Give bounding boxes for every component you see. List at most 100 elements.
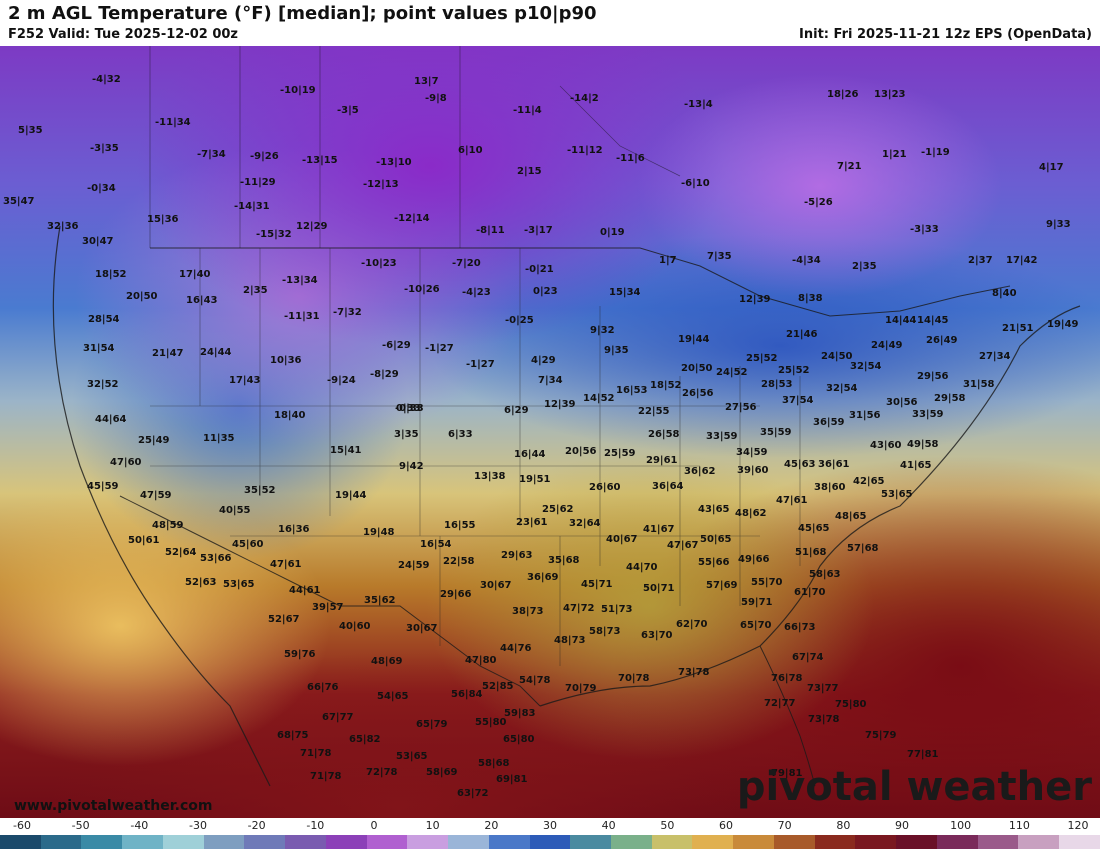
point-value: 24|59 bbox=[398, 560, 430, 571]
point-value: 65|70 bbox=[740, 620, 772, 631]
point-value: 25|62 bbox=[542, 504, 574, 515]
point-value: 35|52 bbox=[244, 485, 276, 496]
colorbar-segment bbox=[122, 835, 163, 849]
point-value: 2|35 bbox=[852, 261, 877, 272]
point-value: 50|71 bbox=[643, 583, 675, 594]
point-value: -0|34 bbox=[87, 183, 116, 194]
point-value: 45|60 bbox=[232, 539, 264, 550]
colorbar-segment bbox=[733, 835, 774, 849]
point-value: 20|56 bbox=[565, 446, 597, 457]
point-value: -14|31 bbox=[234, 201, 270, 212]
colorbar-segment bbox=[285, 835, 326, 849]
scale-tick-label: -40 bbox=[130, 819, 149, 832]
point-value: 66|76 bbox=[307, 682, 339, 693]
point-value: 36|59 bbox=[813, 417, 845, 428]
colorbar-segment bbox=[692, 835, 734, 849]
point-value: 1|7 bbox=[659, 255, 677, 266]
point-value: 42|65 bbox=[853, 476, 885, 487]
point-value: -8|11 bbox=[476, 225, 505, 236]
colorbar-segment bbox=[855, 835, 897, 849]
point-value: 30|56 bbox=[886, 397, 918, 408]
state-borders bbox=[150, 248, 801, 666]
point-value: 16|54 bbox=[420, 539, 452, 550]
point-value: 30|47 bbox=[82, 236, 114, 247]
point-value: 7|35 bbox=[707, 251, 732, 262]
point-value: 13|7 bbox=[414, 76, 439, 87]
colorbar-segment bbox=[611, 835, 652, 849]
scale-tick-label: 20 bbox=[484, 819, 499, 832]
scale-tick-label: 60 bbox=[719, 819, 733, 832]
point-value: 70|79 bbox=[565, 683, 597, 694]
point-value: 30|67 bbox=[480, 580, 512, 591]
colorbar-segment bbox=[977, 835, 1019, 849]
point-value: 73|78 bbox=[808, 714, 840, 725]
point-value: 35|59 bbox=[760, 427, 792, 438]
point-value: 41|67 bbox=[643, 524, 675, 535]
scale-tick-label: 90 bbox=[895, 819, 909, 832]
point-value: 29|58 bbox=[934, 393, 966, 404]
point-value: 21|46 bbox=[786, 329, 818, 340]
point-value: 21|51 bbox=[1002, 323, 1034, 334]
point-value: 47|67 bbox=[667, 540, 699, 551]
point-value: 52|63 bbox=[185, 577, 217, 588]
point-value: 48|65 bbox=[835, 511, 867, 522]
point-value: 31|56 bbox=[849, 410, 881, 421]
point-value: -13|15 bbox=[302, 155, 338, 166]
point-value: -9|24 bbox=[327, 375, 356, 386]
point-value: 28|53 bbox=[761, 379, 793, 390]
point-value: -10|19 bbox=[280, 85, 316, 96]
scale-tick-label: 40 bbox=[601, 819, 616, 832]
point-value: -1|19 bbox=[921, 147, 950, 158]
point-value: -11|29 bbox=[240, 177, 276, 188]
point-value: -4|23 bbox=[462, 287, 491, 298]
point-value: 31|58 bbox=[963, 379, 995, 390]
point-value: 59|76 bbox=[284, 649, 316, 660]
point-value: 6|29 bbox=[504, 405, 529, 416]
point-value: 9|32 bbox=[590, 325, 615, 336]
point-value: 35|62 bbox=[364, 595, 396, 606]
point-value: 14|44 bbox=[885, 315, 917, 326]
valid-time: F252 Valid: Tue 2025-12-02 00z bbox=[8, 27, 238, 42]
point-value: -11|4 bbox=[513, 105, 542, 116]
point-value: -6|29 bbox=[382, 340, 411, 351]
point-value: 2|37 bbox=[968, 255, 993, 266]
point-value: 8|38 bbox=[798, 293, 823, 304]
color-scale: -60 -50 -40 -30 -20 -10 0 10 20 30 40 50 60 70 80 90 100… bbox=[0, 818, 1100, 850]
point-value: -7|20 bbox=[452, 258, 481, 269]
point-value: 19|48 bbox=[363, 527, 395, 538]
point-value: -0|33 bbox=[395, 403, 424, 414]
point-value: 63|72 bbox=[457, 788, 489, 799]
province-borders bbox=[149, 46, 681, 248]
point-value: -3|33 bbox=[910, 224, 939, 235]
point-value: 57|69 bbox=[706, 580, 738, 591]
point-value: 44|61 bbox=[289, 585, 321, 596]
point-value: 47|59 bbox=[140, 490, 172, 501]
point-value: 5|35 bbox=[18, 125, 43, 136]
point-value: 16|55 bbox=[444, 520, 476, 531]
point-value: -3|17 bbox=[524, 225, 553, 236]
point-value: 69|81 bbox=[496, 774, 528, 785]
point-value: 40|55 bbox=[219, 505, 251, 516]
point-value: 33|59 bbox=[912, 409, 944, 420]
point-value: 59|71 bbox=[741, 597, 773, 608]
point-value: 2|35 bbox=[243, 285, 268, 296]
point-value: 34|59 bbox=[736, 447, 768, 458]
scale-tick-label: 10 bbox=[425, 819, 440, 832]
temperature-map[interactable]: -4|32 -10|19 13|7 -9|8 -3|5 -14|2 -13|4 18|26 13… bbox=[0, 46, 1100, 818]
point-value: 49|58 bbox=[907, 439, 939, 450]
map-title: 2 m AGL Temperature (°F) [median]; point… bbox=[8, 3, 597, 24]
point-value: -9|26 bbox=[250, 151, 279, 162]
point-value: 25|49 bbox=[138, 435, 170, 446]
point-value: 36|62 bbox=[684, 466, 716, 477]
point-value: 18|40 bbox=[274, 410, 306, 421]
point-value: 27|34 bbox=[979, 351, 1011, 362]
point-value: 65|82 bbox=[349, 734, 381, 745]
point-value: 15|34 bbox=[609, 287, 641, 298]
point-value: 24|52 bbox=[716, 367, 748, 378]
point-value: 79|81 bbox=[771, 768, 803, 779]
point-value: 58|73 bbox=[589, 626, 621, 637]
point-value: 16|53 bbox=[616, 385, 648, 396]
colorbar-segment bbox=[1059, 835, 1100, 849]
point-value: 29|61 bbox=[646, 455, 678, 466]
point-value: 50|65 bbox=[700, 534, 732, 545]
